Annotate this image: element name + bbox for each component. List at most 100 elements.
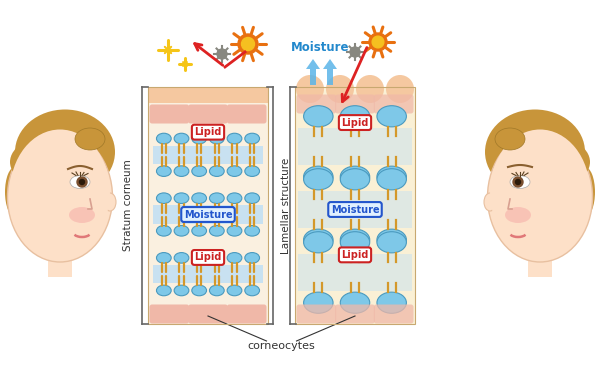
Ellipse shape — [174, 285, 189, 296]
Ellipse shape — [245, 285, 260, 296]
FancyBboxPatch shape — [227, 305, 266, 323]
Ellipse shape — [485, 109, 585, 194]
Text: Moisture: Moisture — [331, 205, 379, 214]
Ellipse shape — [227, 166, 242, 176]
Bar — [148, 87, 268, 103]
Ellipse shape — [245, 225, 260, 236]
Ellipse shape — [304, 169, 333, 190]
Ellipse shape — [377, 166, 406, 187]
Circle shape — [513, 177, 523, 187]
Bar — [153, 205, 263, 224]
Ellipse shape — [377, 229, 406, 250]
Bar — [153, 265, 263, 283]
Ellipse shape — [209, 193, 224, 203]
Ellipse shape — [505, 207, 531, 223]
Ellipse shape — [500, 134, 590, 189]
FancyBboxPatch shape — [335, 305, 375, 323]
FancyBboxPatch shape — [296, 305, 336, 323]
Ellipse shape — [340, 232, 370, 253]
Text: Lipid: Lipid — [341, 118, 368, 127]
Circle shape — [238, 34, 258, 54]
Ellipse shape — [227, 133, 242, 144]
Ellipse shape — [340, 169, 370, 190]
Ellipse shape — [157, 166, 171, 176]
Polygon shape — [323, 59, 337, 69]
Ellipse shape — [209, 252, 224, 263]
Ellipse shape — [340, 106, 370, 127]
Ellipse shape — [227, 193, 242, 203]
Circle shape — [350, 47, 360, 57]
Ellipse shape — [326, 75, 354, 103]
Text: Moisture: Moisture — [291, 41, 349, 54]
Ellipse shape — [227, 225, 242, 236]
FancyBboxPatch shape — [188, 305, 228, 323]
Ellipse shape — [356, 75, 384, 103]
Ellipse shape — [304, 229, 333, 250]
Ellipse shape — [192, 252, 206, 263]
FancyBboxPatch shape — [296, 94, 336, 114]
Ellipse shape — [304, 292, 333, 313]
Ellipse shape — [227, 252, 242, 263]
Ellipse shape — [209, 133, 224, 144]
Ellipse shape — [192, 285, 206, 296]
Bar — [153, 145, 263, 164]
Ellipse shape — [487, 132, 593, 262]
Ellipse shape — [157, 285, 171, 296]
Circle shape — [77, 177, 87, 187]
Ellipse shape — [157, 225, 171, 236]
Text: Lamellar structure: Lamellar structure — [281, 157, 291, 254]
Ellipse shape — [304, 166, 333, 187]
Ellipse shape — [296, 75, 324, 103]
Ellipse shape — [104, 193, 116, 211]
Ellipse shape — [174, 252, 189, 263]
Ellipse shape — [510, 176, 530, 189]
FancyBboxPatch shape — [374, 305, 413, 323]
Bar — [295, 87, 415, 324]
Ellipse shape — [192, 193, 206, 203]
Ellipse shape — [209, 285, 224, 296]
Ellipse shape — [10, 134, 100, 189]
Ellipse shape — [340, 292, 370, 313]
Ellipse shape — [174, 166, 189, 176]
Ellipse shape — [245, 133, 260, 144]
Ellipse shape — [192, 133, 206, 144]
Ellipse shape — [575, 167, 595, 217]
Circle shape — [372, 36, 384, 48]
Text: Lipid: Lipid — [341, 250, 368, 260]
Ellipse shape — [10, 129, 110, 254]
Ellipse shape — [490, 129, 590, 254]
Ellipse shape — [157, 252, 171, 263]
Ellipse shape — [174, 133, 189, 144]
Ellipse shape — [377, 232, 406, 253]
Ellipse shape — [340, 229, 370, 250]
Ellipse shape — [192, 166, 206, 176]
Ellipse shape — [174, 193, 189, 203]
FancyBboxPatch shape — [188, 105, 228, 123]
Text: corneocytes: corneocytes — [248, 341, 316, 351]
Bar — [298, 254, 412, 291]
Circle shape — [241, 38, 254, 51]
Ellipse shape — [245, 252, 260, 263]
Ellipse shape — [377, 106, 406, 127]
Ellipse shape — [5, 167, 25, 217]
Ellipse shape — [484, 193, 496, 211]
Ellipse shape — [15, 109, 115, 194]
Ellipse shape — [377, 169, 406, 190]
Bar — [298, 191, 412, 228]
Ellipse shape — [75, 128, 105, 150]
Ellipse shape — [304, 106, 333, 127]
Bar — [148, 87, 268, 324]
Ellipse shape — [7, 132, 113, 262]
Ellipse shape — [192, 225, 206, 236]
Text: Stratum corneum: Stratum corneum — [123, 160, 133, 251]
Circle shape — [369, 33, 387, 51]
Text: Moisture: Moisture — [184, 209, 232, 220]
Bar — [327, 69, 333, 85]
Circle shape — [515, 180, 521, 185]
Ellipse shape — [227, 285, 242, 296]
Text: Lipid: Lipid — [194, 252, 221, 263]
Bar — [310, 69, 316, 85]
FancyBboxPatch shape — [374, 94, 413, 114]
Ellipse shape — [377, 292, 406, 313]
Polygon shape — [306, 59, 320, 69]
